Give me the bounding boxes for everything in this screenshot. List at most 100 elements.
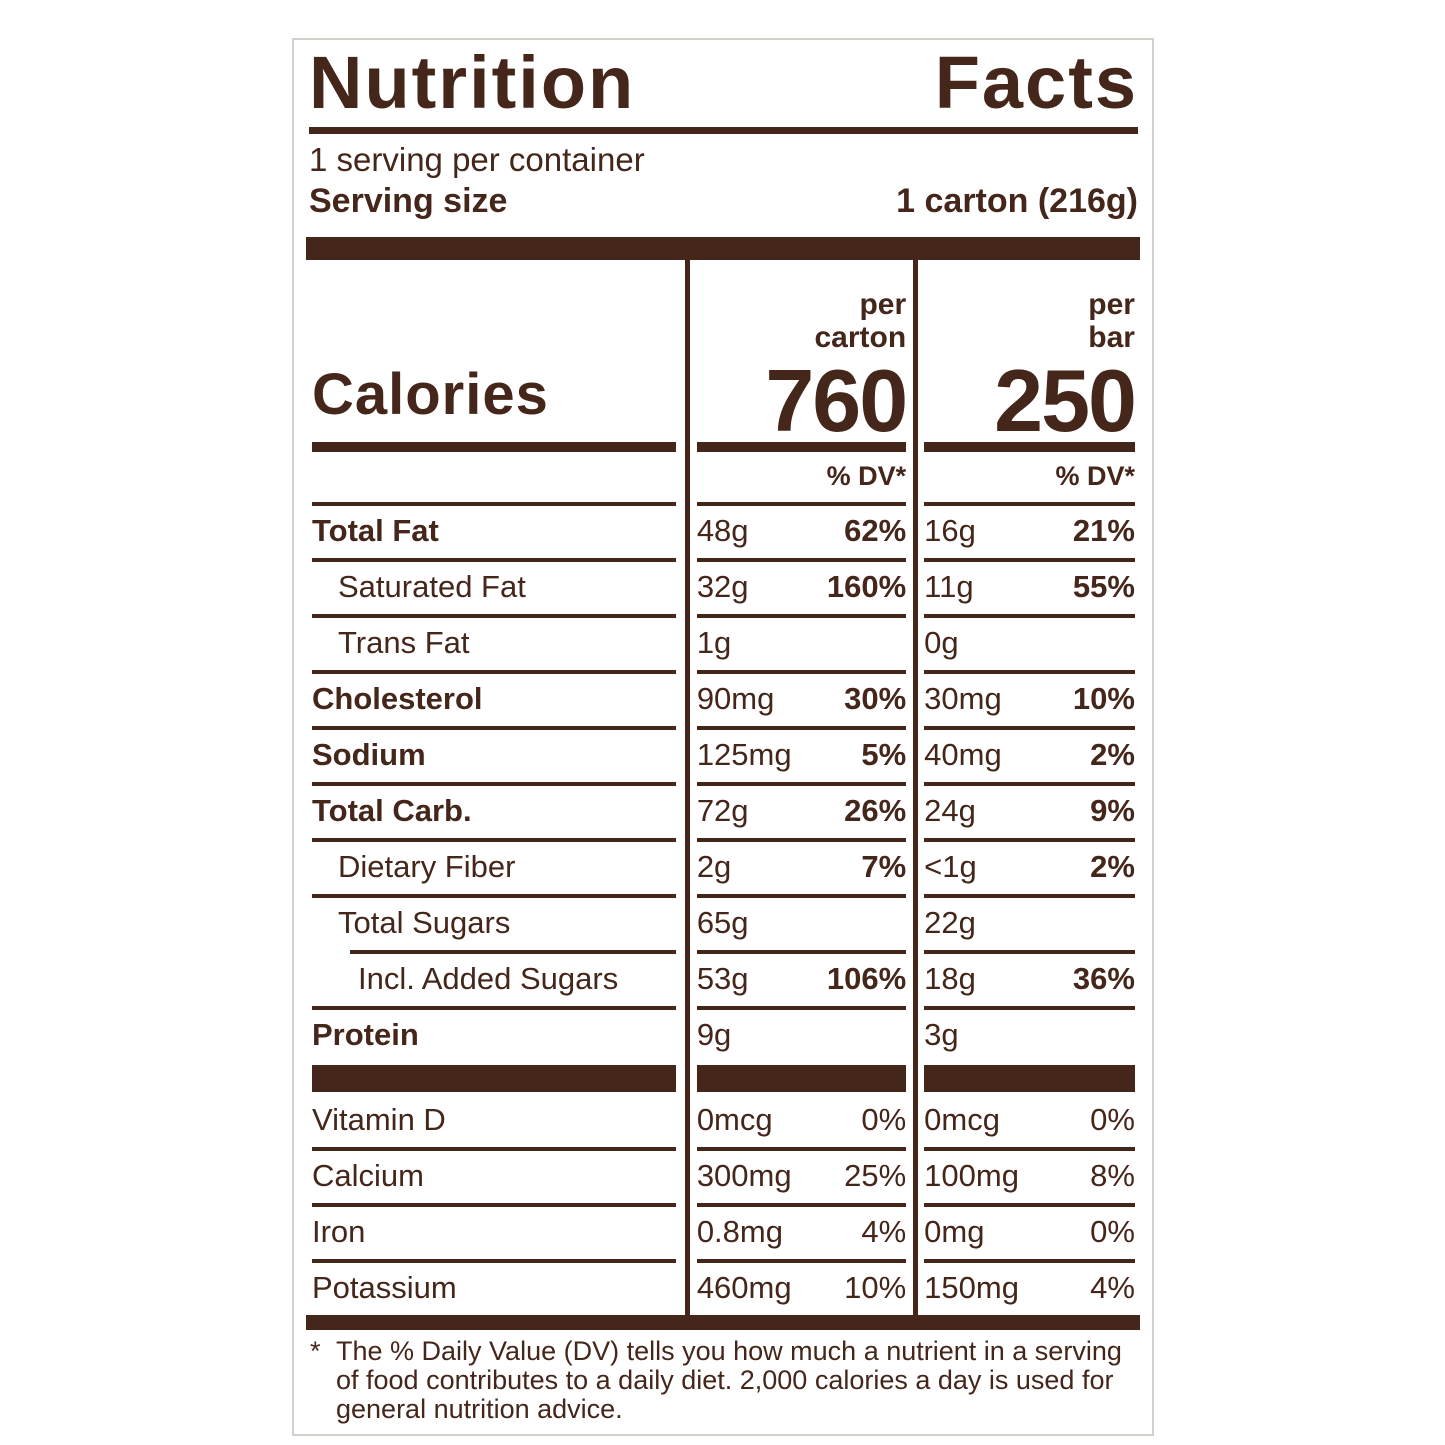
bar-amount: 3g [924, 1017, 959, 1053]
nutrient-name: Total Sugars [338, 905, 511, 941]
carton-values-cell: 460mg 10% [696, 1259, 907, 1315]
bar-amount: 30mg [924, 681, 1002, 717]
nutrient-name: Protein [312, 1017, 419, 1053]
serving-size-row: Serving size 1 carton (216g) [309, 181, 1138, 221]
nutrient-name-cell: Cholesterol [312, 670, 676, 726]
bar-amount: 22g [924, 905, 976, 941]
carton-daily-value: 62% [844, 513, 907, 549]
nutrient-name: Total Carb. [312, 793, 472, 829]
nutrient-row: Total Carb. 72g 26% 24g 9% [294, 782, 1152, 838]
separator-segment [924, 1065, 1135, 1093]
vitamin-row: Iron 0.8mg 4% 0mg 0% [294, 1203, 1152, 1259]
nutrient-name: Iron [312, 1214, 366, 1250]
bar-amount: 0mg [924, 1214, 985, 1250]
carton-values-cell: 32g 160% [696, 558, 907, 614]
calories-per-carton: per carton 760 [697, 264, 908, 451]
separator-segment [696, 1065, 907, 1093]
nutrient-name-cell: Trans Fat [312, 614, 676, 670]
nutrient-name: Incl. Added Sugars [358, 961, 619, 997]
nutrient-rows: Total Fat 48g 62% 16g 21% Saturated Fat 32g 160… [294, 502, 1152, 1062]
carton-amount: 460mg [696, 1270, 792, 1306]
daily-value-header-row: % DV* % DV* [294, 442, 1152, 502]
nutrient-row: Saturated Fat 32g 160% 11g 55% [294, 558, 1152, 614]
nutrient-name-cell: Total Sugars [312, 894, 676, 950]
separator-segment [312, 1065, 676, 1093]
nutrient-row: Incl. Added Sugars 53g 106% 18g 36% [294, 950, 1152, 1006]
bar-values-cell: 18g 36% [924, 950, 1135, 1006]
bar-amount: 16g [924, 513, 976, 549]
bar-values-cell: 100mg 8% [924, 1147, 1135, 1203]
bar-amount: 18g [924, 961, 976, 997]
carton-amount: 53g [696, 961, 749, 997]
bar-values-cell: 40mg 2% [924, 726, 1135, 782]
carton-values-cell: 90mg 30% [696, 670, 907, 726]
nutrient-name: Calcium [312, 1158, 424, 1194]
bar-values-cell: 24g 9% [924, 782, 1135, 838]
nutrient-name: Cholesterol [312, 681, 483, 717]
bar-amount: 40mg [924, 737, 1002, 773]
footnote-separator-bar [306, 1315, 1140, 1331]
carton-values-cell: 0mcg 0% [697, 1095, 906, 1147]
carton-daily-value: 10% [844, 1270, 907, 1306]
nutrient-name-cell: Incl. Added Sugars [350, 950, 676, 1006]
carton-amount: 90mg [696, 681, 775, 717]
carton-daily-value: 160% [826, 569, 907, 605]
dv-header-bar: % DV* [924, 442, 1135, 502]
bar-daily-value: 9% [1090, 793, 1135, 829]
carton-daily-value: 4% [861, 1214, 907, 1250]
calories-per-carton-value: 760 [765, 351, 908, 451]
bar-daily-value: 0% [1090, 1102, 1135, 1138]
footnote-text: The % Daily Value (DV) tells you how muc… [336, 1336, 1122, 1425]
carton-daily-value: 106% [826, 961, 907, 997]
carton-daily-value: 25% [844, 1158, 907, 1194]
carton-amount: 72g [696, 793, 749, 829]
title-word: Facts [934, 41, 1138, 124]
column-divider-bar [912, 260, 918, 1316]
carton-daily-value: 7% [861, 849, 907, 885]
per-bar-unit-line2: bar [1088, 321, 1135, 355]
serving-size-value: 1 carton (216g) [896, 182, 1138, 221]
nutrient-row: Dietary Fiber 2g 7% <1g 2% [294, 838, 1152, 894]
nutrient-row: Sodium 125mg 5% 40mg 2% [294, 726, 1152, 782]
nutrient-row: Trans Fat 1g 0g [294, 614, 1152, 670]
carton-values-cell: 9g [696, 1006, 907, 1062]
nutrient-name-cell: Protein [312, 1006, 676, 1062]
bar-daily-value: 8% [1090, 1158, 1135, 1194]
carton-values-cell: 1g [696, 614, 907, 670]
label-title: Nutrition Facts [309, 41, 1138, 135]
nutrient-name: Potassium [312, 1270, 457, 1306]
vitamins-separator-bar [294, 1065, 1152, 1093]
bar-amount: 100mg [924, 1158, 1019, 1194]
calories-row: Calories per carton 760 per bar 250 [294, 260, 1152, 451]
nutrient-name: Total Fat [312, 513, 439, 549]
bar-values-cell: 22g [924, 894, 1135, 950]
calories-label: Calories [312, 362, 549, 428]
carton-values-cell: 72g 26% [696, 782, 907, 838]
per-carton-unit-line1: per [859, 288, 907, 322]
bar-values-cell: 30mg 10% [924, 670, 1135, 726]
bar-values-cell: 3g [924, 1006, 1135, 1062]
nutrient-name-cell: Total Carb. [312, 782, 676, 838]
dv-header-carton: % DV* [696, 442, 907, 502]
bar-values-cell: 11g 55% [924, 558, 1135, 614]
bar-values-cell: 0g [924, 614, 1135, 670]
bar-daily-value: 2% [1090, 737, 1135, 773]
footnote-marker: * [310, 1336, 321, 1367]
dv-header-spacer [312, 442, 676, 502]
carton-amount: 1g [696, 625, 732, 661]
vitamin-rows: Vitamin D 0mcg 0% 0mcg 0% Calcium 300mg 25% 100m… [294, 1095, 1152, 1315]
bar-amount: 0mcg [924, 1102, 1000, 1138]
nutrient-name-cell: Vitamin D [312, 1095, 676, 1147]
carton-values-cell: 53g 106% [696, 950, 907, 1006]
nutrient-name-cell: Potassium [312, 1259, 676, 1315]
carton-values-cell: 125mg 5% [696, 726, 907, 782]
carton-amount: 0.8mg [696, 1214, 783, 1250]
bar-daily-value: 4% [1090, 1270, 1135, 1306]
footnote: * The % Daily Value (DV) tells you how m… [310, 1337, 1136, 1424]
calories-per-bar-value: 250 [994, 351, 1137, 451]
nutrient-row: Protein 9g 3g [294, 1006, 1152, 1062]
servings-per-container: 1 serving per container [309, 141, 645, 179]
calories-per-bar: per bar 250 [924, 264, 1137, 451]
carton-daily-value: 30% [844, 681, 907, 717]
bar-amount: 24g [924, 793, 976, 829]
